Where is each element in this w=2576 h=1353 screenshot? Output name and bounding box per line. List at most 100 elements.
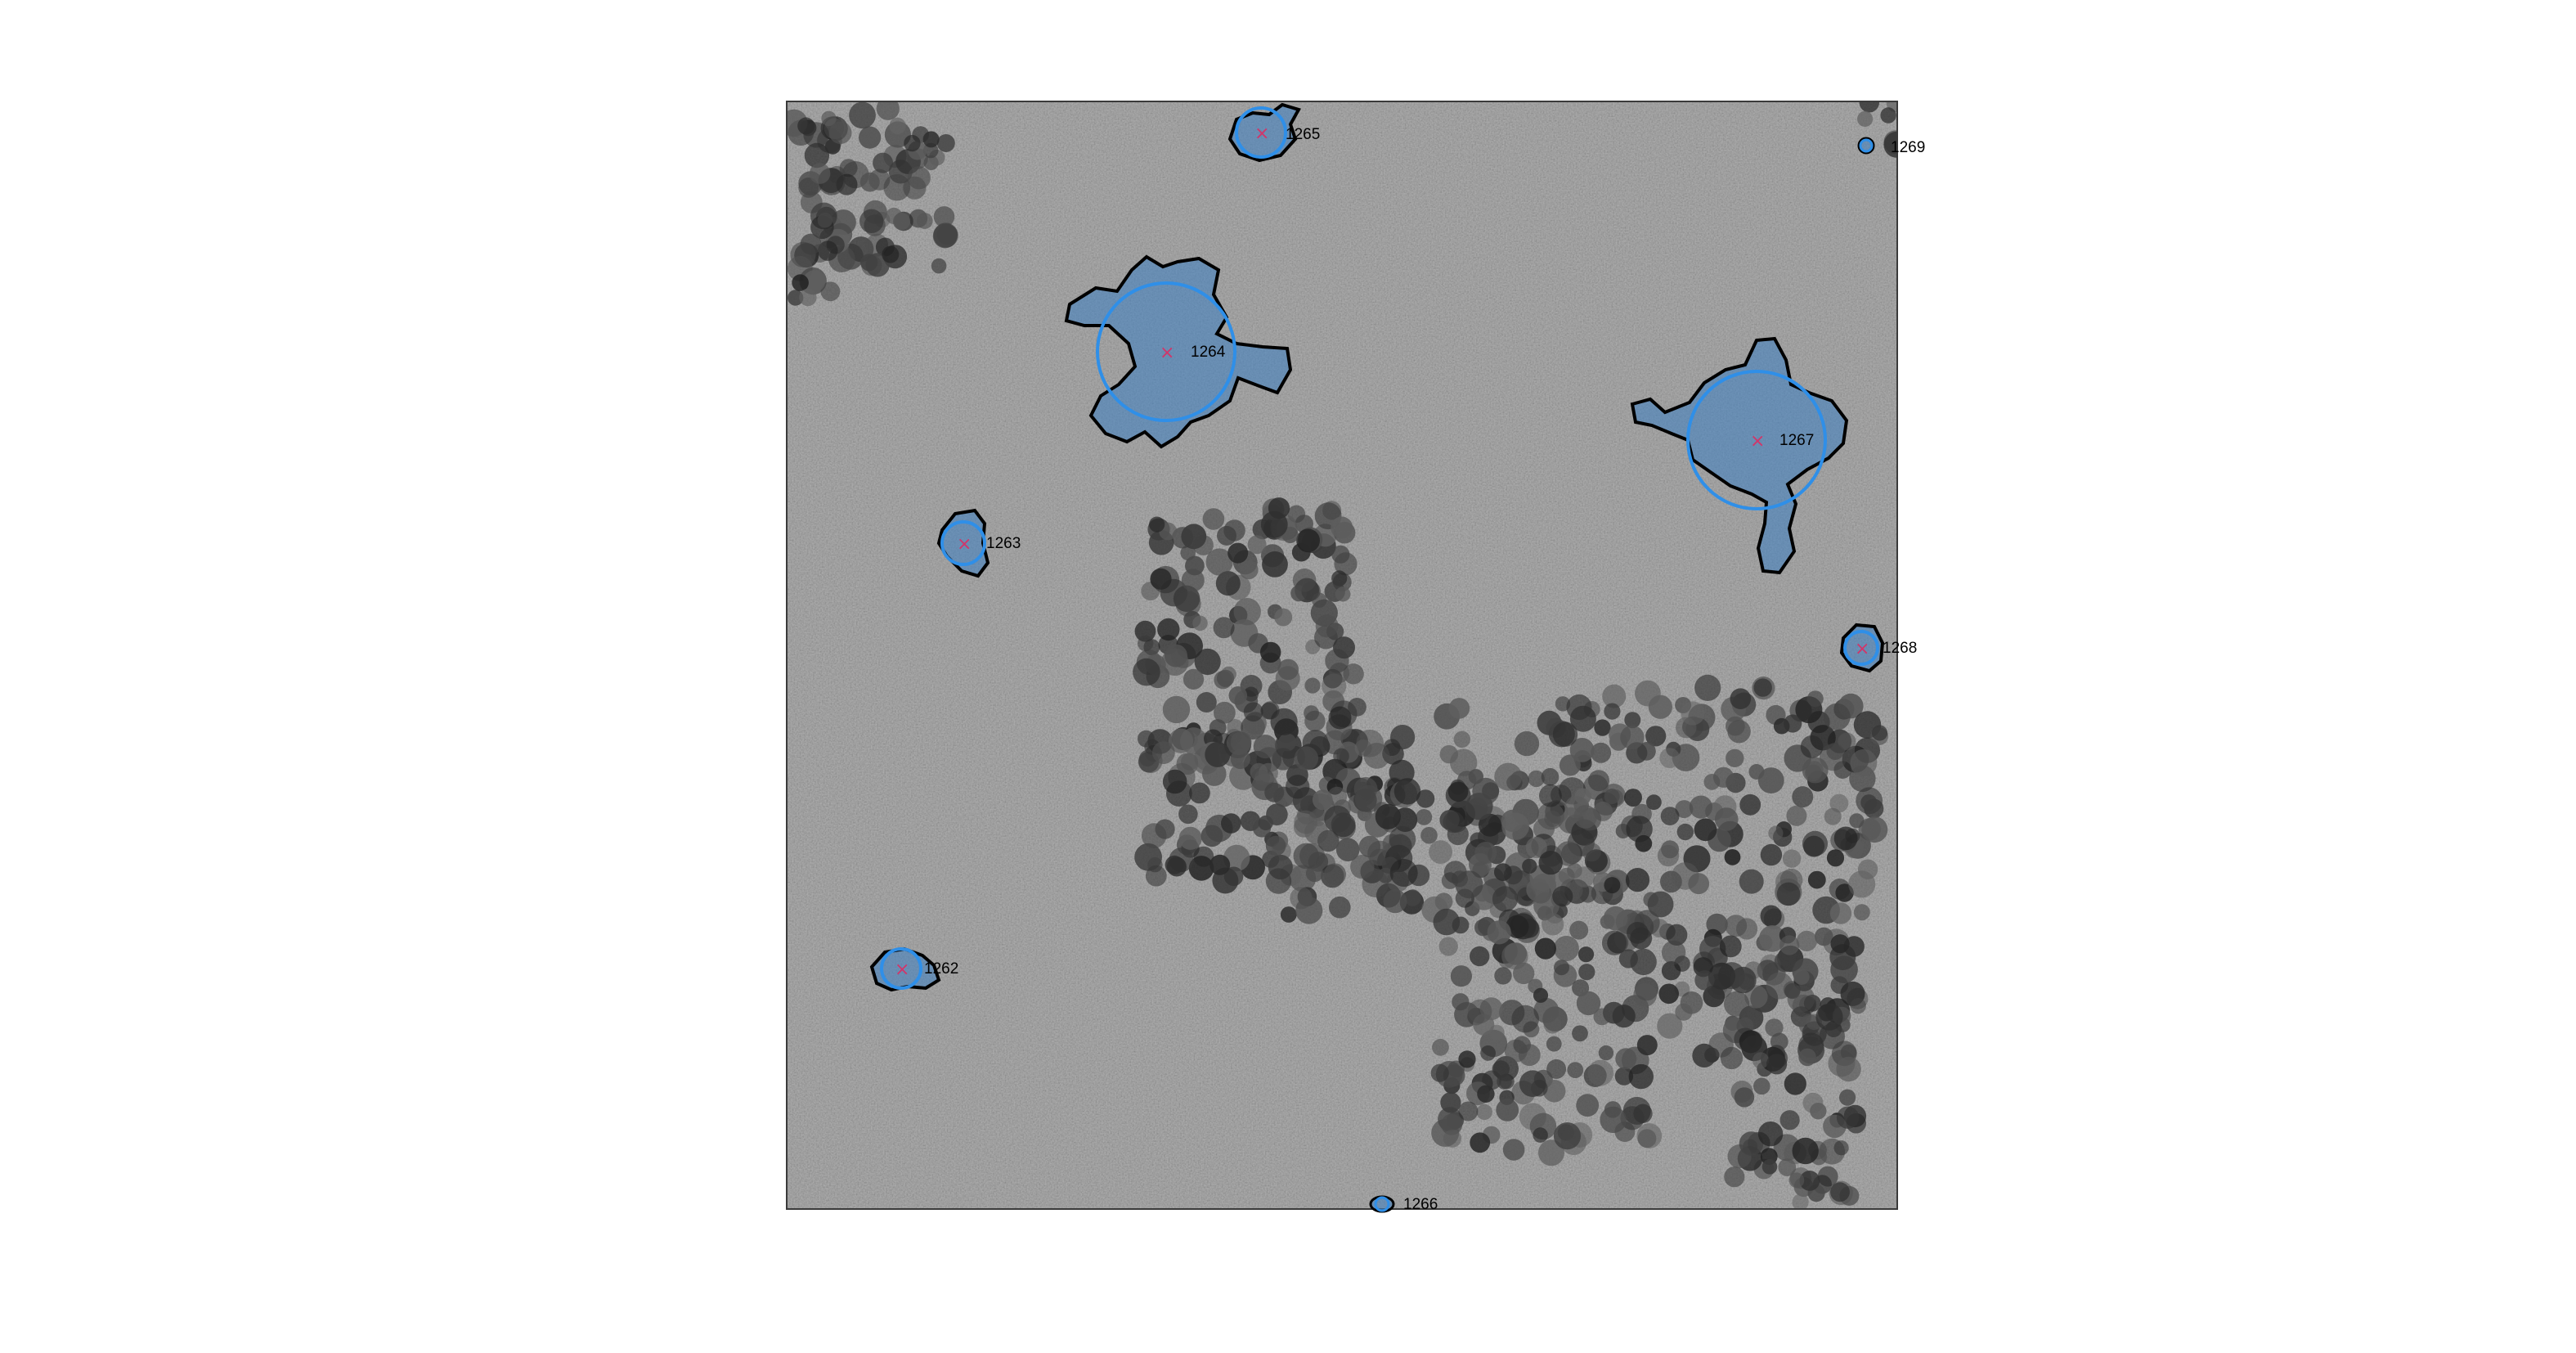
- aggregate-1268-label: 1268: [1883, 640, 1917, 657]
- aggregate-1267[interactable]: × 1267: [1630, 336, 1849, 575]
- aggregate-1264-outline: [1064, 254, 1293, 449]
- background-particle: [1274, 608, 1293, 627]
- background-particle: [1192, 534, 1214, 555]
- aggregate-1264-circle: [1096, 281, 1236, 422]
- background-particle: [1692, 1043, 1717, 1068]
- background-particle: [882, 245, 900, 263]
- background-particle: [1393, 778, 1421, 805]
- background-particle: [1625, 868, 1650, 892]
- background-particle: [1472, 777, 1500, 805]
- aggregate-1269[interactable]: 1269: [1857, 137, 1925, 156]
- background-particle: [1760, 843, 1783, 866]
- background-particle: [799, 288, 817, 307]
- background-particle: [1312, 789, 1333, 811]
- background-particle: [1133, 658, 1160, 686]
- background-particle: [1703, 985, 1726, 1008]
- background-particle: [1277, 659, 1299, 681]
- aggregate-1266[interactable]: 1266: [1369, 1195, 1438, 1213]
- background-particle: [1175, 591, 1201, 617]
- background-particle: [1420, 826, 1438, 844]
- background-particle: [1714, 807, 1739, 831]
- background-particle: [1181, 569, 1205, 592]
- background-particle: [1324, 805, 1352, 833]
- background-particle: [1329, 896, 1351, 919]
- background-particle: [1214, 701, 1236, 724]
- aggregate-1263[interactable]: × 1263: [936, 508, 1021, 578]
- background-particle: [1149, 516, 1165, 533]
- background-particle: [1815, 1003, 1843, 1031]
- background-particle: [1784, 1072, 1806, 1095]
- background-particle: [1546, 1036, 1562, 1052]
- background-particle: [1178, 804, 1198, 825]
- background-particle: [1793, 969, 1810, 986]
- aggregate-1267-label: 1267: [1779, 432, 1814, 449]
- background-particle: [1615, 1048, 1637, 1070]
- background-particle: [1443, 1064, 1465, 1087]
- background-particle: [1600, 1106, 1627, 1134]
- background-particle: [1389, 859, 1418, 887]
- background-particle: [1262, 551, 1288, 578]
- background-particle: [1604, 789, 1620, 805]
- background-particle: [1554, 960, 1569, 976]
- background-particle: [1573, 866, 1595, 888]
- background-particle: [1760, 905, 1782, 927]
- background-particle: [1354, 784, 1383, 813]
- background-particle: [1528, 770, 1545, 788]
- background-particle: [1280, 906, 1297, 923]
- background-particle: [1779, 935, 1800, 955]
- background-particle: [1145, 865, 1167, 887]
- background-particle: [1803, 835, 1825, 857]
- background-particle: [1792, 786, 1814, 808]
- background-particle: [1221, 666, 1236, 682]
- background-particle: [1577, 946, 1595, 963]
- aggregate-1265[interactable]: × 1265: [1227, 102, 1320, 163]
- micrograph-image: [787, 101, 1897, 1209]
- background-particle: [1389, 825, 1416, 853]
- background-particle: [1477, 1085, 1495, 1104]
- background-particle: [909, 209, 928, 228]
- background-particle: [1171, 527, 1194, 549]
- background-particle: [1295, 897, 1323, 924]
- background-particle: [1518, 1044, 1541, 1067]
- background-particle: [1324, 863, 1346, 886]
- background-particle: [1404, 889, 1421, 906]
- background-particle: [1603, 906, 1628, 931]
- background-particle: [1567, 1062, 1584, 1078]
- background-particle: [1661, 961, 1681, 981]
- aggregate-1264[interactable]: × 1264: [1064, 254, 1293, 449]
- background-particle: [1239, 560, 1259, 580]
- background-particle: [1443, 1129, 1462, 1148]
- background-particle: [1161, 648, 1189, 676]
- background-particle: [1660, 807, 1680, 825]
- background-particle: [1233, 598, 1261, 626]
- segmented-aggregates: × 1265 × 1264 1269 × 1267 × 1263: [869, 102, 1925, 1213]
- background-particle: [818, 240, 838, 261]
- background-particle: [1806, 690, 1824, 708]
- aggregate-1268[interactable]: × 1268: [1839, 623, 1917, 673]
- background-particle: [1305, 865, 1324, 883]
- background-particle: [1724, 991, 1750, 1017]
- background-particle: [1538, 1139, 1564, 1166]
- background-particle: [1800, 735, 1824, 758]
- background-particle: [1476, 1104, 1492, 1121]
- background-particle: [1519, 1070, 1546, 1097]
- background-particle: [1569, 920, 1589, 940]
- aggregate-1262[interactable]: × 1262: [869, 946, 958, 992]
- background-particle: [1739, 793, 1761, 816]
- background-particle: [804, 142, 830, 169]
- background-particle: [1829, 793, 1849, 813]
- background-particle: [1681, 701, 1705, 726]
- background-particle: [1620, 1106, 1645, 1130]
- background-particle: [1544, 810, 1561, 828]
- background-particle: [1205, 548, 1233, 576]
- background-particle: [904, 134, 921, 152]
- background-particle: [1739, 1131, 1764, 1156]
- background-particle: [1602, 684, 1627, 708]
- background-particle: [1292, 569, 1317, 592]
- background-particle: [1325, 649, 1349, 673]
- background-particle: [1502, 1139, 1525, 1161]
- background-particle: [1533, 998, 1560, 1023]
- background-particle: [1859, 101, 1879, 113]
- background-particle: [1861, 816, 1888, 843]
- background-particle: [1487, 920, 1511, 945]
